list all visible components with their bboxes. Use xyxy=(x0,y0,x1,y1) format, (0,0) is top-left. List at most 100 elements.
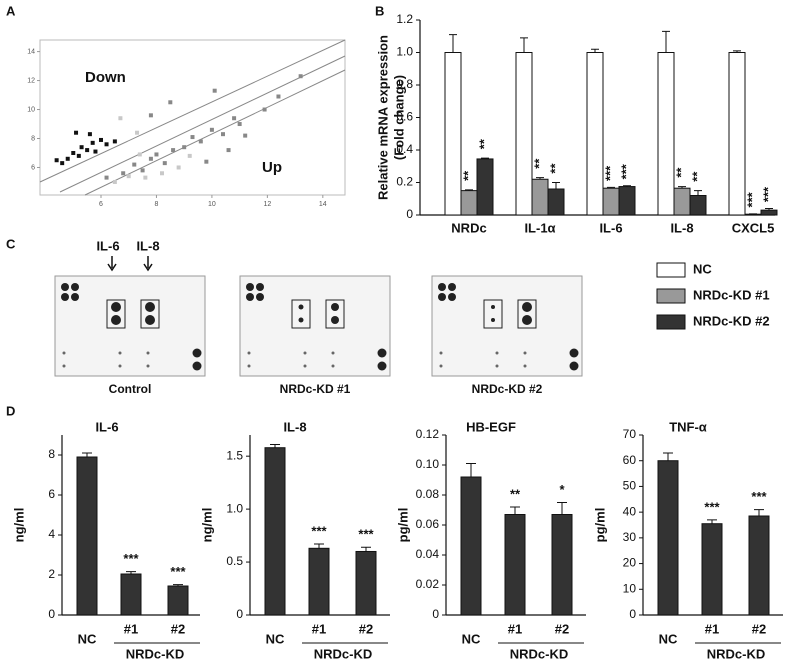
y-tick-label: 6 xyxy=(48,487,55,501)
point xyxy=(118,116,123,121)
blot-caption: NRDc-KD #1 xyxy=(280,382,351,396)
blot xyxy=(239,275,391,377)
bar xyxy=(264,447,286,616)
x-tick-label: NC xyxy=(266,631,285,646)
blot-dot xyxy=(523,351,527,355)
significance: *** xyxy=(744,191,759,207)
error-bar xyxy=(520,37,528,53)
blot-box xyxy=(517,299,537,329)
bar xyxy=(618,186,636,216)
y-tick-label: 8 xyxy=(48,447,55,461)
blot-dot xyxy=(61,283,69,291)
blot-dot xyxy=(495,364,499,368)
blot-dot xyxy=(439,351,443,355)
blot-dot xyxy=(145,315,155,325)
significance: *** xyxy=(358,527,374,542)
point xyxy=(190,135,195,140)
point xyxy=(54,158,59,163)
point xyxy=(112,139,117,144)
point xyxy=(298,74,303,79)
bar xyxy=(460,190,478,216)
blot xyxy=(431,275,583,377)
panel-letter: D xyxy=(6,403,15,418)
blot-dot xyxy=(146,351,150,355)
point xyxy=(243,133,248,138)
blot-dot xyxy=(71,293,79,301)
bar xyxy=(657,460,679,616)
blot-dot xyxy=(495,351,499,355)
x-tick-label: #1 xyxy=(508,621,522,636)
bar xyxy=(657,52,675,216)
x-tick-label: NC xyxy=(659,631,678,646)
y-tick-label: 0 xyxy=(406,207,413,221)
reference-line xyxy=(59,55,346,193)
error-bar xyxy=(765,208,773,211)
significance: *** xyxy=(170,564,186,579)
y-tick-label: 0.4 xyxy=(396,142,413,156)
point xyxy=(135,130,140,135)
blot-dot xyxy=(118,364,122,368)
x-tick-label: IL-1α xyxy=(524,220,555,235)
point xyxy=(154,152,159,157)
blot-caption: Control xyxy=(109,382,152,396)
y-tick-label: 14 xyxy=(27,48,35,55)
bar xyxy=(701,523,723,616)
y-tick-label: 1.5 xyxy=(226,448,243,462)
significance: *** xyxy=(760,186,775,202)
y-tick-label: 0.5 xyxy=(226,554,243,568)
point xyxy=(85,148,90,153)
y-tick-label: 0.8 xyxy=(396,77,413,91)
point xyxy=(209,127,214,132)
arrow-head xyxy=(143,263,153,272)
x-tick-label: #1 xyxy=(124,621,138,636)
point xyxy=(226,148,231,153)
bar xyxy=(551,514,573,616)
point xyxy=(104,175,109,180)
point xyxy=(204,159,209,164)
y-axis-label: pg/ml xyxy=(395,508,410,543)
significance: *** xyxy=(123,551,139,566)
blot-dot xyxy=(192,361,202,371)
bar xyxy=(673,187,691,216)
blot-dot xyxy=(438,283,446,291)
y-tick-label: 8 xyxy=(31,135,35,142)
blot-dot xyxy=(146,364,150,368)
y-tick-label: 1.0 xyxy=(396,45,413,59)
blot-dot xyxy=(569,361,579,371)
blot-dot xyxy=(256,283,264,291)
y-tick-label: 12 xyxy=(27,77,35,84)
bar xyxy=(76,456,98,616)
point xyxy=(60,161,65,166)
error-bar xyxy=(552,182,560,189)
panel-letter: A xyxy=(6,3,16,18)
x-tick-label: CXCL5 xyxy=(732,220,775,235)
significance: *** xyxy=(704,499,720,514)
error-bar xyxy=(173,584,183,586)
bar xyxy=(515,52,533,216)
x-tick-label: #1 xyxy=(705,621,719,636)
blot-dot xyxy=(298,304,304,310)
blot-dot xyxy=(247,364,251,368)
y-tick-label: 4 xyxy=(48,527,55,541)
y-tick-label: 0.08 xyxy=(416,487,440,501)
blot-box xyxy=(483,299,503,329)
point xyxy=(65,156,70,161)
x-tick-label: 10 xyxy=(208,201,216,208)
point xyxy=(262,107,267,112)
y-tick-label: 6 xyxy=(31,164,35,171)
y-tick-label: 0.04 xyxy=(416,547,440,561)
blot-dot xyxy=(61,293,69,301)
blot-dot xyxy=(62,351,66,355)
blot-dot xyxy=(246,293,254,301)
x-tick-label: #2 xyxy=(171,621,185,636)
bar xyxy=(586,52,604,216)
significance: ** xyxy=(460,170,475,181)
x-tick-label: 12 xyxy=(263,201,271,208)
point xyxy=(121,171,126,176)
bar xyxy=(547,188,565,216)
significance: *** xyxy=(618,163,633,179)
point xyxy=(212,88,217,93)
error-bar xyxy=(270,444,280,448)
x-tick-label: #1 xyxy=(312,621,326,636)
y-tick-label: 1.0 xyxy=(226,501,243,515)
